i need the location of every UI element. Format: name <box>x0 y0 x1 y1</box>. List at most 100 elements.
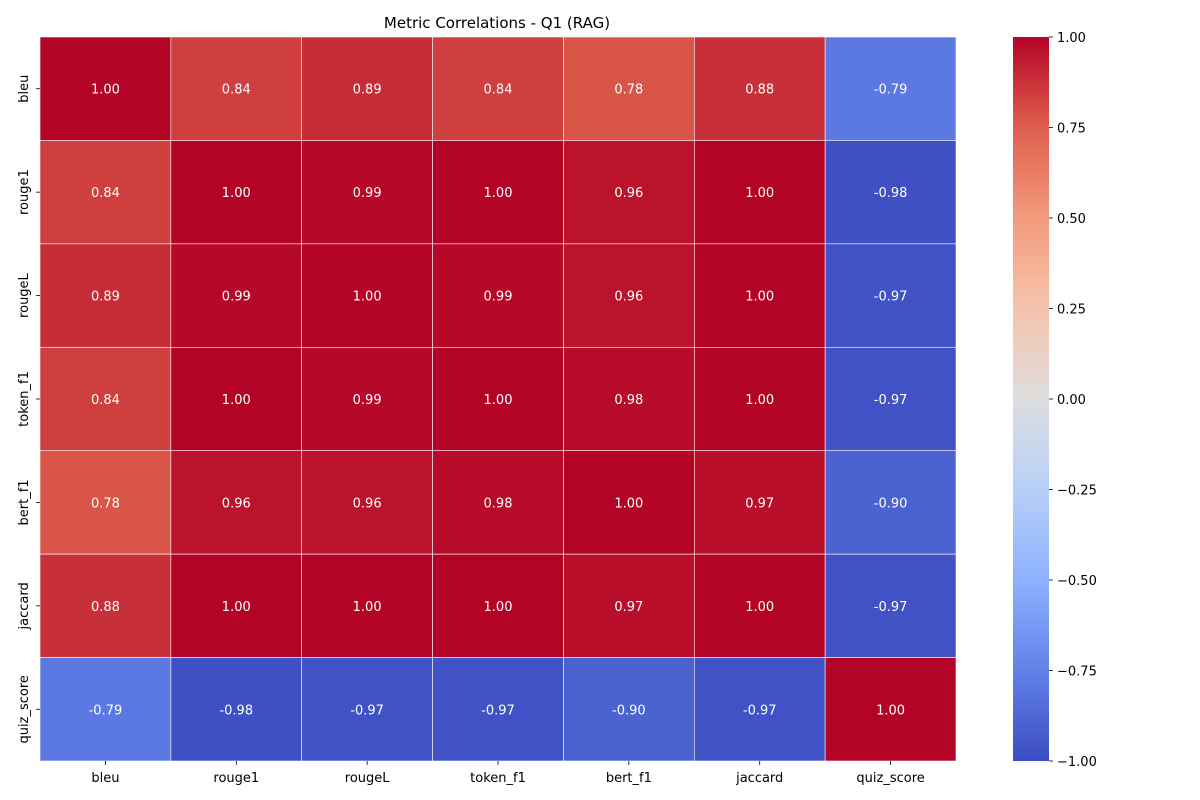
heatmap-cell <box>693 243 826 348</box>
y-tick-label: bleu <box>17 75 32 103</box>
cell-value-label: -0.97 <box>743 703 777 718</box>
cell-value-label: 0.97 <box>614 600 643 615</box>
heatmap-cell <box>170 553 303 658</box>
heatmap-cell <box>693 657 826 762</box>
heatmap-cell <box>563 243 695 348</box>
cell-value-label: -0.97 <box>874 393 908 408</box>
colorbar-tick-label: 0.00 <box>1057 393 1086 408</box>
heatmap-cell <box>170 36 303 141</box>
cell-value-label: 0.78 <box>614 83 643 98</box>
cell-value-label: -0.98 <box>219 703 253 718</box>
colorbar-axis: 1.00 0.75 0.50 0.25 0.00 −0.25 −0.50 −0.75 −1.00 <box>1049 31 1097 770</box>
colorbar-tick-label: −0.50 <box>1057 574 1097 589</box>
chart-title: Metric Correlations - Q1 (RAG) <box>384 14 610 32</box>
cell-value-label: 0.96 <box>353 496 382 511</box>
y-tick-label: rougeL <box>17 272 32 318</box>
cell-value-label: 0.99 <box>353 393 382 408</box>
heatmap-cell <box>432 346 564 452</box>
cell-value-label: -0.97 <box>350 703 384 718</box>
y-tick-label: quiz_score <box>17 675 32 743</box>
cell-value-label: 1.00 <box>745 393 774 408</box>
heatmap-cell <box>693 450 826 555</box>
colorbar <box>1013 37 1049 761</box>
colorbar-tick-label: 1.00 <box>1057 31 1086 46</box>
cell-value-label: 1.00 <box>876 703 905 718</box>
heatmap-cell <box>693 346 826 452</box>
x-tick-label: bert_f1 <box>606 771 652 786</box>
colorbar-tick-label: −0.25 <box>1057 484 1097 499</box>
colorbar-tick-label: 0.50 <box>1057 212 1086 227</box>
cell-value-label: 0.96 <box>614 186 643 201</box>
heatmap-cell <box>301 450 433 555</box>
cell-value-label: 0.89 <box>91 290 120 305</box>
heatmap-cell <box>301 553 433 658</box>
cell-value-label: 1.00 <box>222 186 251 201</box>
cell-value-label: 1.00 <box>745 600 774 615</box>
heatmap-cell <box>39 450 172 555</box>
heatmap-cell <box>563 140 695 245</box>
heatmap-cell <box>39 657 172 762</box>
cell-value-label: 1.00 <box>222 393 251 408</box>
x-tick-label: token_f1 <box>470 771 526 786</box>
cell-value-label: 0.96 <box>614 290 643 305</box>
heatmap-cell <box>824 243 957 348</box>
cell-value-label: 1.00 <box>91 83 120 98</box>
cell-value-label: 0.84 <box>484 83 513 98</box>
heatmap-cell <box>39 243 172 348</box>
x-axis: bleu rouge1 rougeL token_f1 bert_f1 jaccard qu… <box>91 761 925 786</box>
heatmap-cell <box>824 140 957 245</box>
heatmap-cell <box>39 36 172 141</box>
heatmap-cell <box>432 657 564 762</box>
heatmap-cell <box>824 346 957 452</box>
cell-value-label: -0.97 <box>874 600 908 615</box>
cell-value-label: 1.00 <box>353 290 382 305</box>
heatmap-cell <box>824 36 957 141</box>
y-tick-label: jaccard <box>17 582 32 630</box>
cell-value-label: 0.78 <box>91 496 120 511</box>
heatmap-cell <box>170 346 303 452</box>
cell-value-label: 1.00 <box>484 600 513 615</box>
cell-value-label: 0.88 <box>91 600 120 615</box>
cell-value-label: 1.00 <box>484 393 513 408</box>
heatmap-cell <box>563 36 695 141</box>
cell-value-label: 0.98 <box>614 393 643 408</box>
heatmap-cell <box>563 553 695 658</box>
cell-value-label: 1.00 <box>353 600 382 615</box>
cell-value-label: 0.84 <box>222 83 251 98</box>
x-tick-label: jaccard <box>735 771 783 786</box>
cell-value-label: 1.00 <box>745 186 774 201</box>
heatmap-cell <box>170 657 303 762</box>
cell-value-label: 0.98 <box>484 496 513 511</box>
heatmap-cell <box>563 346 695 452</box>
heatmap-cell <box>301 243 433 348</box>
heatmap-cell <box>824 553 957 658</box>
colorbar-tick-label: 0.75 <box>1057 122 1086 137</box>
cell-value-label: 0.84 <box>91 393 120 408</box>
cell-value-label: -0.90 <box>612 703 646 718</box>
cell-value-label: 0.84 <box>91 186 120 201</box>
x-tick-label: quiz_score <box>856 771 924 786</box>
heatmap-cell <box>432 553 564 658</box>
x-tick-label: rougeL <box>345 771 391 786</box>
cell-value-label: 0.97 <box>745 496 774 511</box>
heatmap-cell <box>170 243 303 348</box>
heatmap-cell <box>301 657 433 762</box>
cell-value-label: 1.00 <box>484 186 513 201</box>
cell-value-label: -0.79 <box>874 83 908 98</box>
cell-value-label: -0.90 <box>874 496 908 511</box>
cell-value-label: -0.97 <box>481 703 515 718</box>
heatmap-cells: 1.00 0.84 0.89 0.84 0.78 0.88 -0.79 0.84 1.00 0.9… <box>39 36 957 762</box>
heatmap-cell <box>39 140 172 245</box>
cell-value-label: 1.00 <box>222 600 251 615</box>
cell-value-label: 0.99 <box>353 186 382 201</box>
cell-value-label: -0.79 <box>89 703 123 718</box>
heatmap-cell <box>301 140 433 245</box>
heatmap-cell <box>432 36 564 141</box>
colorbar-tick-label: −0.75 <box>1057 665 1097 680</box>
colorbar-tick-label: −1.00 <box>1057 755 1097 770</box>
x-tick-label: bleu <box>91 771 119 786</box>
cell-value-label: 0.99 <box>222 290 251 305</box>
colorbar-tick-label: 0.25 <box>1057 303 1086 318</box>
